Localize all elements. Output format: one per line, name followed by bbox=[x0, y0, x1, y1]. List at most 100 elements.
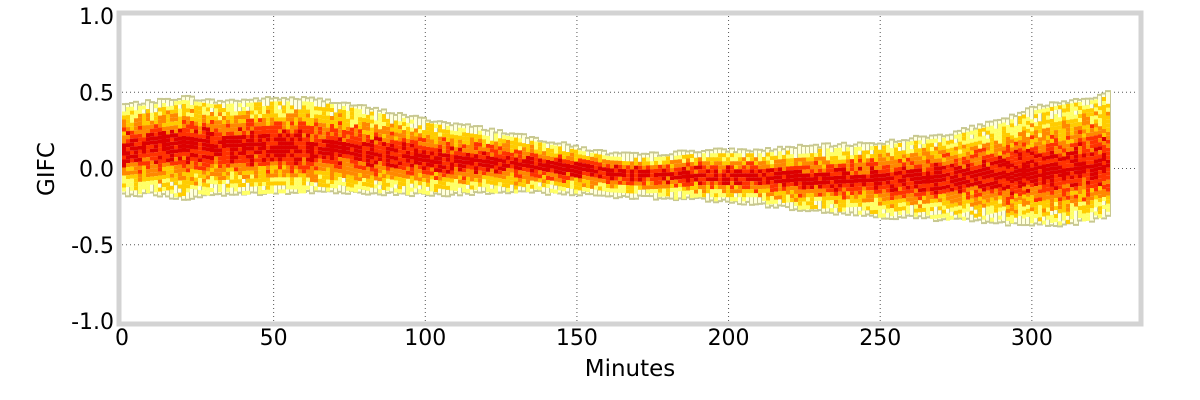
heat-cell bbox=[1094, 119, 1098, 124]
heat-cell bbox=[346, 174, 350, 179]
heat-cell bbox=[1026, 192, 1030, 197]
heat-cell bbox=[790, 182, 794, 187]
heat-cell bbox=[202, 158, 206, 163]
heat-cell bbox=[162, 138, 166, 143]
heat-cell bbox=[398, 185, 402, 190]
heat-cell bbox=[982, 167, 986, 172]
heat-cell bbox=[582, 151, 586, 156]
heat-cell bbox=[886, 176, 890, 181]
heat-cell bbox=[958, 177, 962, 182]
heat-cell bbox=[502, 135, 506, 140]
heat-cell bbox=[1034, 186, 1038, 191]
heat-cell bbox=[778, 151, 782, 156]
heat-cell bbox=[962, 176, 966, 181]
heat-cell bbox=[166, 178, 170, 183]
heat-cell bbox=[202, 190, 206, 195]
heat-cell bbox=[830, 200, 834, 205]
heat-cell bbox=[750, 181, 754, 186]
heat-cell bbox=[666, 156, 670, 161]
heat-cell bbox=[1030, 155, 1034, 160]
heat-cell bbox=[458, 159, 462, 164]
heat-cell bbox=[810, 173, 814, 178]
heat-cell bbox=[1002, 142, 1006, 147]
heat-cell bbox=[678, 179, 682, 184]
heat-cell bbox=[262, 113, 266, 118]
heat-cell bbox=[778, 175, 782, 180]
heat-cell bbox=[1094, 135, 1098, 140]
heat-cell bbox=[782, 198, 786, 203]
heat-cell bbox=[138, 161, 142, 166]
heat-cell bbox=[994, 128, 998, 133]
heat-cell bbox=[670, 184, 674, 189]
heat-cell bbox=[126, 167, 130, 172]
heat-cell bbox=[578, 186, 582, 191]
heat-cell bbox=[958, 209, 962, 214]
heat-cell bbox=[914, 204, 918, 209]
heat-cell bbox=[962, 140, 966, 145]
heat-cell bbox=[602, 179, 606, 184]
heat-cell bbox=[258, 166, 262, 171]
heat-cell bbox=[994, 168, 998, 173]
heat-cell bbox=[366, 142, 370, 147]
heat-cell bbox=[494, 181, 498, 186]
heat-cell bbox=[782, 174, 786, 179]
heat-cell bbox=[1062, 148, 1066, 153]
heat-cell bbox=[1006, 212, 1010, 217]
heat-cell bbox=[286, 141, 290, 146]
heat-cell bbox=[854, 178, 858, 183]
heat-cell bbox=[1102, 177, 1106, 182]
heat-cell bbox=[654, 172, 658, 177]
heat-cell bbox=[166, 118, 170, 123]
heat-cell bbox=[262, 121, 266, 126]
heat-cell bbox=[810, 185, 814, 190]
heat-cell bbox=[398, 177, 402, 182]
heat-cell bbox=[1074, 194, 1078, 199]
heat-cell bbox=[270, 113, 274, 118]
heat-cell bbox=[422, 134, 426, 139]
heat-cell bbox=[1070, 211, 1074, 216]
heat-cell bbox=[862, 166, 866, 171]
heat-cell bbox=[178, 168, 182, 173]
heat-cell bbox=[1074, 178, 1078, 183]
heat-cell bbox=[238, 139, 242, 144]
heat-cell bbox=[842, 207, 846, 212]
heat-cell bbox=[730, 185, 734, 190]
heat-cell bbox=[586, 180, 590, 185]
heat-cell bbox=[442, 129, 446, 134]
heat-cell bbox=[1026, 180, 1030, 185]
heat-cell bbox=[670, 160, 674, 165]
heat-cell bbox=[186, 132, 190, 137]
heat-cell bbox=[562, 175, 566, 180]
heat-cell bbox=[894, 199, 898, 204]
heat-cell bbox=[978, 160, 982, 165]
heat-cell bbox=[250, 174, 254, 179]
heat-cell bbox=[838, 207, 842, 212]
heat-cell bbox=[858, 146, 862, 151]
heat-cell bbox=[250, 154, 254, 159]
heat-cell bbox=[278, 133, 282, 138]
heat-cell bbox=[1058, 177, 1062, 182]
heat-cell bbox=[206, 131, 210, 136]
heat-cell bbox=[898, 158, 902, 163]
heat-cell bbox=[942, 201, 946, 206]
heat-cell bbox=[998, 171, 1002, 176]
heat-cell bbox=[330, 124, 334, 129]
heat-cell bbox=[370, 183, 374, 188]
heat-cell bbox=[942, 177, 946, 182]
heat-cell bbox=[1042, 148, 1046, 153]
heat-cell bbox=[410, 159, 414, 164]
heat-cell bbox=[986, 142, 990, 147]
heat-cell bbox=[278, 173, 282, 178]
heat-cell bbox=[726, 161, 730, 166]
heat-cell bbox=[178, 136, 182, 141]
heat-cell bbox=[318, 126, 322, 131]
heat-cell bbox=[294, 177, 298, 182]
heat-cell bbox=[822, 204, 826, 209]
heat-cell bbox=[846, 171, 850, 176]
heat-cell bbox=[326, 147, 330, 152]
heat-cell bbox=[154, 120, 158, 125]
heat-cell bbox=[1002, 198, 1006, 203]
heat-cell bbox=[934, 154, 938, 159]
heat-cell bbox=[854, 166, 858, 171]
heat-cell bbox=[710, 181, 714, 186]
